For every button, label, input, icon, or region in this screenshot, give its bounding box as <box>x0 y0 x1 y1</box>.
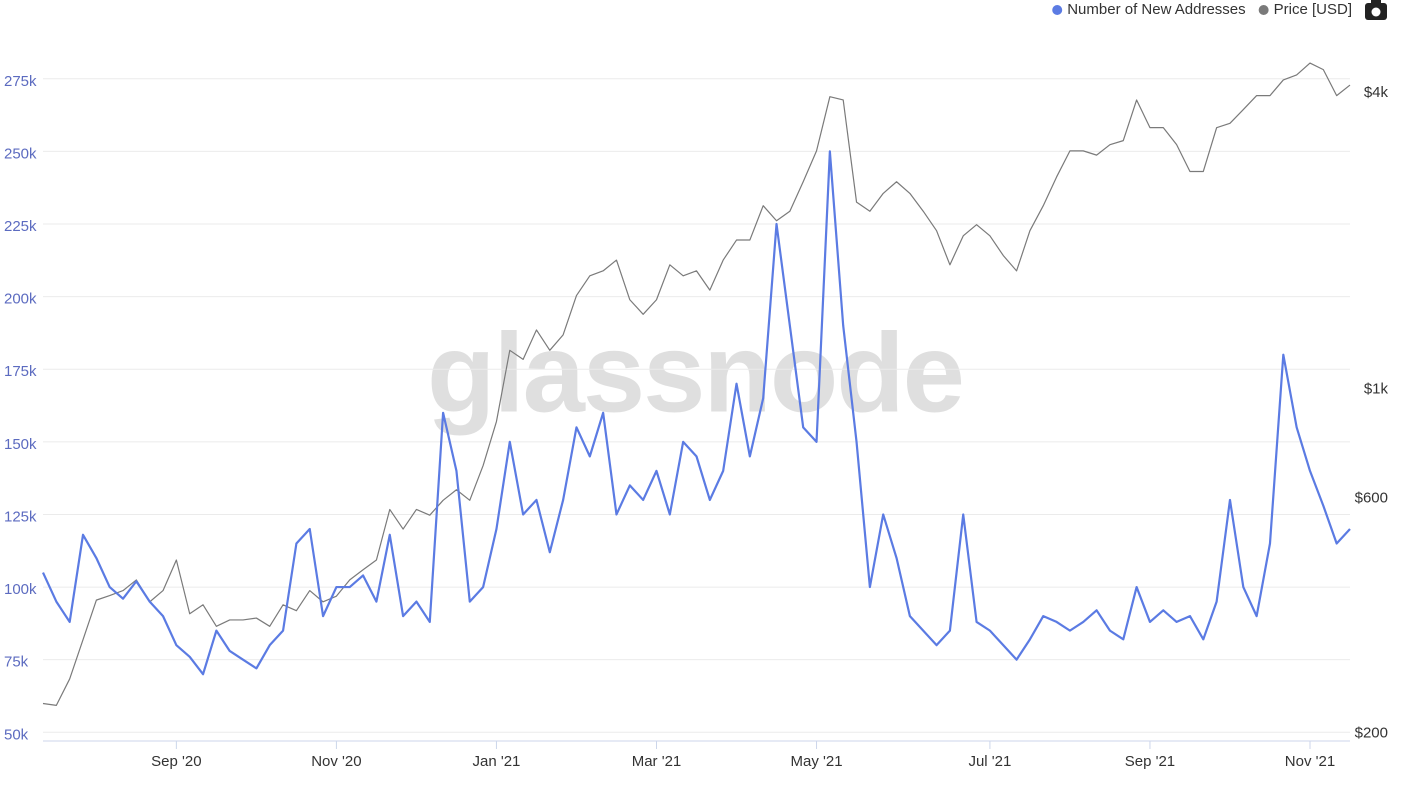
labels: 50k 75k 100k 125k 150k 175k 200k 225k 250k 275k $2… <box>4 73 1388 770</box>
y-tick-label: 50k <box>4 726 29 743</box>
lines <box>42 62 1351 706</box>
y-tick-label: 225k <box>4 218 37 235</box>
y-tick-label: 125k <box>4 508 37 525</box>
x-tick-label: Nov '20 <box>311 753 361 770</box>
legend: Price [USD] Number of New Addresses <box>1052 1 1352 18</box>
legend-marker[interactable] <box>1258 5 1269 15</box>
legend-marker[interactable] <box>1052 5 1063 15</box>
y-tick-label: 175k <box>4 363 37 380</box>
camera-top[interactable] <box>1371 0 1381 5</box>
legend-label[interactable]: Number of New Addresses <box>1067 1 1245 18</box>
legend-label[interactable]: Price [USD] <box>1274 1 1352 18</box>
x-tick-label: May '21 <box>790 753 842 770</box>
y2-tick-label: $600 <box>1355 489 1388 506</box>
y2-tick-label: $200 <box>1355 724 1388 741</box>
x-tick-label: Mar '21 <box>632 753 682 770</box>
series-line <box>42 62 1351 706</box>
y2-tick-label: $1k <box>1364 380 1389 397</box>
y-tick-label: 200k <box>4 291 37 308</box>
series-line <box>42 150 1351 676</box>
x-tick-label: Sep '21 <box>1125 753 1175 770</box>
camera-icon[interactable] <box>1365 0 1387 20</box>
y-tick-label: 150k <box>4 436 37 453</box>
y2-tick-label: $4k <box>1364 84 1389 101</box>
x-tick-label: Jan '21 <box>472 753 520 770</box>
y-tick-label: 75k <box>4 654 29 671</box>
y-tick-label: 100k <box>4 581 37 598</box>
grid <box>43 78 1350 749</box>
watermark: glassnode <box>427 311 963 436</box>
y-tick-label: 250k <box>4 145 37 162</box>
x-tick-label: Nov '21 <box>1285 753 1335 770</box>
y-tick-label: 275k <box>4 73 37 90</box>
camera-lens[interactable] <box>1371 7 1381 17</box>
x-tick-label: Sep '20 <box>151 753 201 770</box>
x-tick-label: Jul '21 <box>968 753 1011 770</box>
